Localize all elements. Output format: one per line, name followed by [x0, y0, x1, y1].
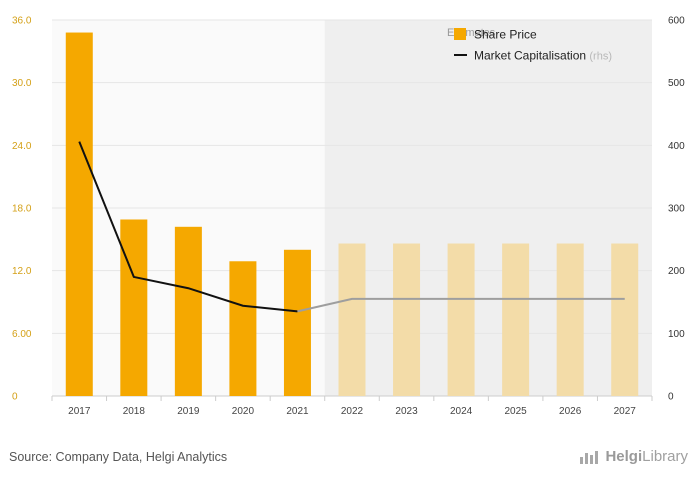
right-axis-tick-label: 300 [668, 204, 685, 215]
legend-label-market-cap: Market Capitalisation (rhs) [474, 49, 612, 63]
left-axis-tick-label: 18.0 [12, 204, 32, 215]
x-axis-tick-label: 2022 [341, 406, 364, 417]
helgi-library-logo[interactable]: HelgiLibrary [579, 448, 688, 465]
legend-swatch-share-price [454, 28, 466, 40]
share-price-bar [229, 261, 257, 396]
left-axis-tick-label: 24.0 [12, 141, 32, 152]
right-axis-tick-label: 500 [668, 78, 685, 89]
share-price-bar-estimate [447, 243, 475, 396]
right-axis-tick-label: 0 [668, 392, 674, 403]
share-price-bar-estimate [611, 243, 639, 396]
left-axis-tick-label: 12.0 [12, 266, 32, 277]
market-cap-line-estimate [297, 297, 625, 313]
right-axis-tick-label: 600 [668, 16, 685, 27]
x-axis-tick-label: 2021 [286, 406, 309, 417]
x-axis-tick-label: 2024 [450, 406, 473, 417]
left-axis-tick-label: 30.0 [12, 78, 32, 89]
legend-label-share-price: Share Price [474, 28, 537, 42]
share-price-bar [174, 226, 202, 396]
share-price-bar-estimate [556, 243, 584, 396]
logo-text-helgi: Helgi [605, 448, 643, 465]
share-price-bar [283, 249, 311, 396]
chart: 0 0 6.00 100 12.0 200 18.0 300 24.0 400 30.0 500 36.… [12, 16, 685, 418]
x-axis-tick-label: 2018 [123, 406, 146, 417]
share-price-bar-estimate [393, 243, 421, 396]
share-price-bar-estimate [502, 243, 530, 396]
share-price-bar [65, 32, 93, 397]
x-axis-tick-label: 2020 [232, 406, 255, 417]
chart-svg: 0 0 6.00 100 12.0 200 18.0 300 24.0 400 30.0 500 36.… [12, 16, 685, 418]
right-axis-tick-label: 100 [668, 329, 685, 340]
bar-chart-logo-icon [580, 450, 599, 464]
left-axis-tick-label: 0 [12, 392, 18, 403]
x-axis-tick-label: 2027 [614, 406, 637, 417]
left-axis-tick-label: 36.0 [12, 16, 32, 27]
left-axis-tick-label: 6.00 [12, 329, 32, 340]
source-note: Source: Company Data, Helgi Analytics [9, 450, 228, 464]
right-axis-tick-label: 400 [668, 141, 685, 152]
x-axis-tick-label: 2023 [395, 406, 418, 417]
x-axis-tick-label: 2026 [559, 406, 582, 417]
share-price-bar [120, 219, 148, 396]
x-axis-tick-label: 2025 [505, 406, 528, 417]
share-price-bar-estimate [338, 243, 366, 396]
x-axis-tick-label: 2017 [68, 406, 91, 417]
right-axis-tick-label: 200 [668, 266, 685, 277]
market-cap-line [78, 141, 298, 313]
legend-label-rhs: (rhs) [589, 51, 612, 63]
x-axis-tick-label: 2019 [177, 406, 200, 417]
logo-text-library: Library [642, 448, 688, 465]
